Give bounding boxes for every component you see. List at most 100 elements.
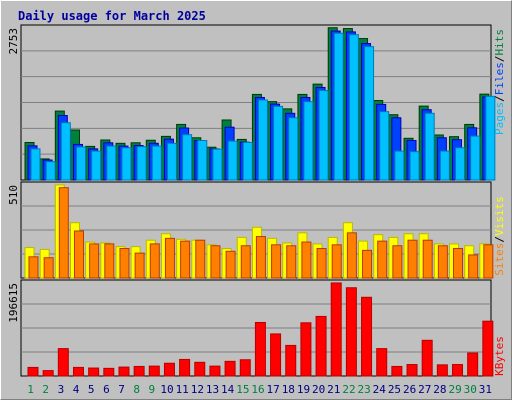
bar-pages-day-5 [91, 150, 102, 181]
bar-sites-day-15 [240, 245, 251, 279]
bar-sites-day-5 [89, 243, 100, 279]
bar-pages-day-15 [242, 141, 253, 181]
bar-sites-day-1 [28, 256, 39, 279]
x-tick-label-11: 11 [176, 383, 189, 396]
bar-kbytes-day-23 [361, 296, 373, 377]
bar-kbytes-day-22 [345, 287, 357, 377]
x-tick-label-19: 19 [297, 383, 310, 396]
bar-pages-day-22 [348, 34, 359, 181]
bar-kbytes-day-11 [179, 358, 191, 377]
bar-pages-day-6 [106, 145, 117, 181]
bar-kbytes-day-27 [421, 339, 433, 377]
bar-sites-day-19 [301, 241, 312, 279]
bar-sites-day-16 [255, 236, 266, 279]
bar-kbytes-day-2 [42, 370, 54, 377]
x-tick-label-28: 28 [433, 383, 446, 396]
bar-kbytes-day-29 [452, 364, 464, 377]
bar-sites-day-29 [453, 248, 464, 279]
x-tick-label-13: 13 [206, 383, 219, 396]
x-tick-label-3: 3 [58, 383, 65, 396]
x-tick-label-4: 4 [73, 383, 80, 396]
chart-title: Daily usage for March 2025 [18, 9, 206, 23]
bar-pages-day-18 [288, 117, 299, 181]
x-tick-label-24: 24 [373, 383, 387, 396]
bar-pages-day-9 [151, 145, 162, 181]
legend-sites-visits: Sites/Visits [493, 196, 506, 276]
legend-pages-files-hits: Pages/Files/Hits [493, 29, 506, 135]
bar-sites-day-11 [180, 240, 191, 279]
bar-sites-day-24 [377, 240, 388, 279]
bar-kbytes-day-30 [467, 352, 479, 377]
bar-pages-day-30 [470, 135, 481, 181]
bar-pages-day-21 [333, 32, 344, 181]
bar-kbytes-day-8 [133, 365, 145, 377]
bar-kbytes-day-1 [27, 366, 39, 377]
bar-sites-day-26 [407, 239, 418, 279]
bar-kbytes-day-26 [406, 364, 418, 377]
bar-sites-day-13 [210, 245, 221, 279]
bar-kbytes-day-18 [285, 344, 297, 377]
bar-pages-day-28 [439, 150, 450, 181]
x-tick-label-31: 31 [479, 383, 492, 396]
bar-pages-day-19 [303, 101, 314, 181]
bar-pages-day-20 [318, 90, 329, 181]
x-tick-label-9: 9 [149, 383, 156, 396]
x-tick-label-14: 14 [221, 383, 235, 396]
x-tick-label-5: 5 [88, 383, 95, 396]
x-tick-label-20: 20 [312, 383, 325, 396]
bar-kbytes-day-7 [118, 366, 130, 377]
bar-kbytes-day-31 [482, 320, 494, 377]
bar-pages-day-14 [227, 140, 238, 181]
y-max-label: 196615 [7, 283, 20, 323]
bar-sites-day-20 [316, 248, 327, 279]
bar-kbytes-day-6 [103, 367, 115, 377]
bar-pages-day-27 [424, 112, 435, 181]
bar-sites-day-17 [271, 244, 282, 279]
bar-kbytes-day-13 [209, 365, 221, 377]
bar-pages-day-4 [75, 146, 86, 181]
bar-sites-day-2 [43, 257, 54, 279]
bar-kbytes-day-12 [194, 361, 206, 377]
x-tick-label-12: 12 [191, 383, 204, 396]
bar-pages-day-8 [136, 146, 147, 181]
bar-pages-day-31 [485, 95, 496, 181]
x-tick-label-15: 15 [236, 383, 249, 396]
bar-kbytes-day-19 [300, 322, 312, 377]
x-tick-label-29: 29 [448, 383, 461, 396]
x-tick-label-2: 2 [42, 383, 49, 396]
bar-sites-day-10 [164, 237, 175, 279]
y-max-label: 510 [7, 185, 20, 205]
bar-sites-day-25 [392, 245, 403, 279]
bar-kbytes-day-20 [315, 315, 327, 377]
bar-sites-day-28 [437, 245, 448, 279]
x-tick-label-25: 25 [388, 383, 401, 396]
bar-kbytes-day-17 [270, 333, 282, 377]
bar-kbytes-day-9 [148, 365, 160, 377]
x-tick-label-17: 17 [267, 383, 280, 396]
bar-sites-day-21 [331, 244, 342, 279]
x-tick-label-21: 21 [327, 383, 340, 396]
bar-kbytes-day-16 [254, 321, 266, 377]
bar-kbytes-day-14 [224, 360, 236, 377]
x-tick-label-8: 8 [133, 383, 140, 396]
bar-sites-day-22 [346, 232, 357, 279]
bar-sites-day-23 [362, 249, 373, 279]
x-tick-label-30: 30 [464, 383, 477, 396]
x-tick-label-16: 16 [251, 383, 264, 396]
bar-kbytes-day-5 [88, 367, 100, 377]
y-max-label: 2753 [7, 28, 20, 55]
bar-kbytes-day-24 [376, 348, 388, 377]
bar-sites-day-27 [422, 239, 433, 279]
bar-pages-day-16 [257, 99, 268, 181]
bar-pages-day-12 [197, 140, 208, 181]
x-tick-label-22: 22 [342, 383, 355, 396]
bar-sites-day-9 [149, 243, 160, 279]
bar-kbytes-day-10 [163, 362, 175, 377]
bar-pages-day-10 [166, 142, 177, 181]
x-tick-label-1: 1 [27, 383, 34, 396]
legend-kbytes: KBytes [493, 336, 506, 376]
x-tick-label-18: 18 [282, 383, 295, 396]
bar-pages-day-7 [121, 147, 132, 181]
bar-sites-day-8 [134, 252, 145, 279]
